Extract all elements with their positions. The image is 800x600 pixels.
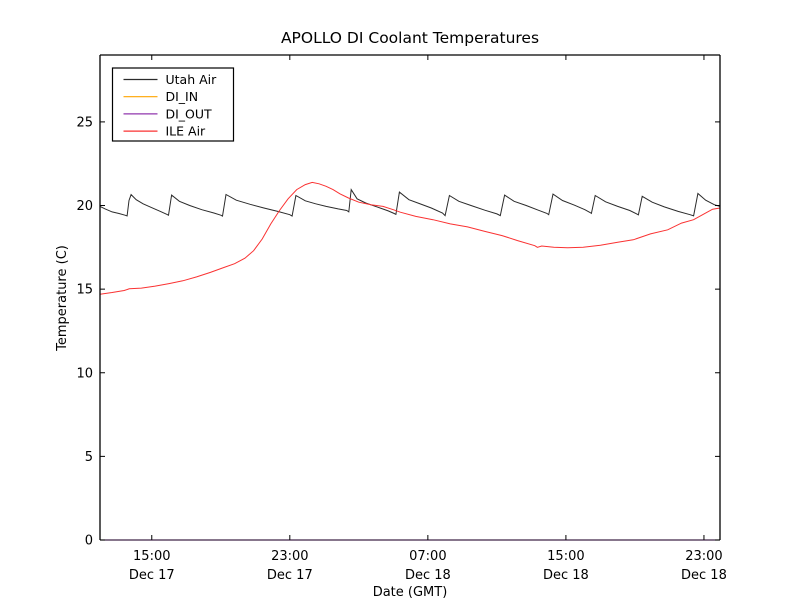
y-tick-label: 5 (85, 450, 93, 465)
series-lines (99, 181, 721, 541)
y-tick-label: 15 (76, 283, 93, 298)
y-tick-label: 10 (76, 366, 93, 381)
x-tick-date-label: Dec 18 (681, 568, 727, 583)
legend-entry-label: Utah Air (166, 72, 218, 87)
legend-box (111, 67, 235, 142)
axis-tick-labels: 15:00 Dec 17 23:00 Dec 17 07:00 Dec 18 15:00 De… (76, 115, 726, 583)
y-tick-label: 20 (76, 199, 93, 214)
y-tick-label: 25 (76, 115, 93, 130)
x-tick-time-label: 15:00 (547, 549, 584, 564)
x-tick-date-label: Dec 18 (405, 568, 451, 583)
x-tick-date-label: Dec 17 (129, 568, 175, 583)
legend-entry-label: ILE Air (166, 124, 207, 139)
y-axis-label: Temperature (C) (55, 245, 70, 352)
axes-spines (99, 54, 721, 541)
axis-ticks (100, 55, 720, 541)
x-tick-date-label: Dec 18 (543, 568, 589, 583)
x-tick-time-label: 15:00 (133, 549, 170, 564)
legend: Utah Air DI_IN DI_OUT ILE Air (111, 67, 235, 142)
chart-title: APOLLO DI Coolant Temperatures (281, 29, 539, 47)
x-tick-date-label: Dec 17 (267, 568, 313, 583)
legend-entry-label: DI_OUT (166, 106, 213, 121)
x-tick-time-label: 23:00 (685, 549, 722, 564)
x-tick-time-label: 07:00 (409, 549, 446, 564)
y-tick-label: 0 (85, 534, 93, 549)
x-tick-time-label: 23:00 (271, 549, 308, 564)
series-line-ile-air (99, 181, 721, 295)
x-axis-label: Date (GMT) (373, 585, 448, 600)
legend-entry-label: DI_IN (166, 89, 199, 104)
series-line-utah-air (99, 188, 721, 217)
